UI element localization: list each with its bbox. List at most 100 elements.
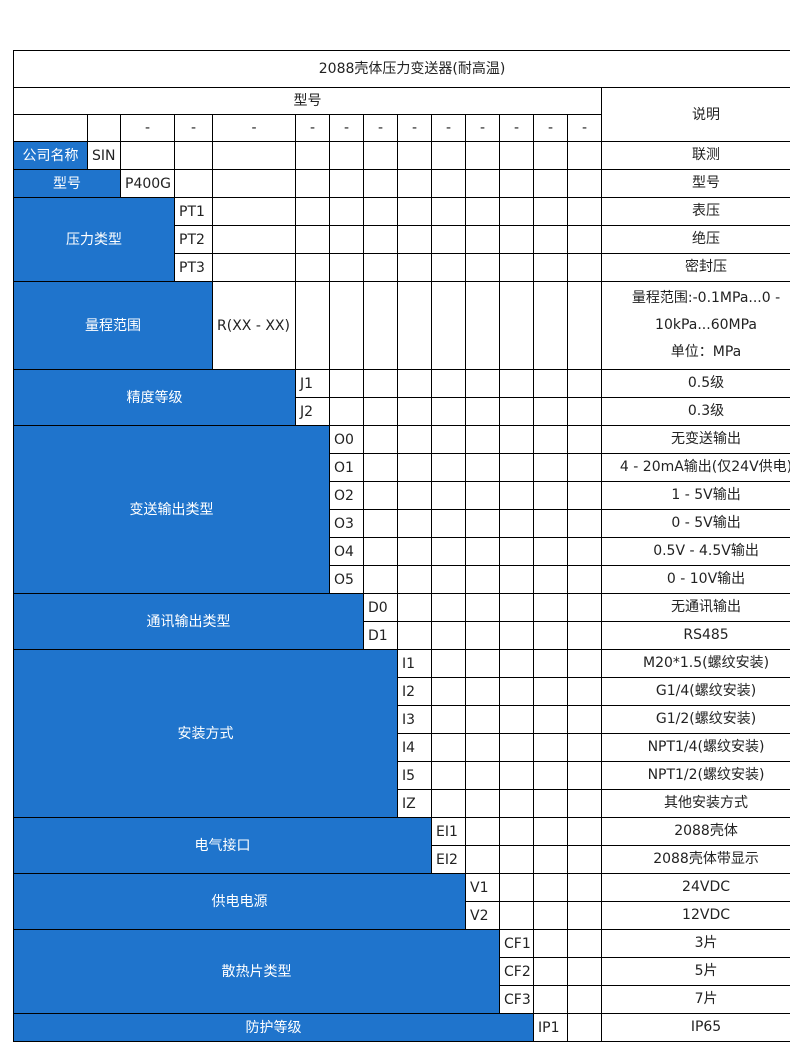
empty-cell [533,621,568,650]
empty-cell [533,425,568,454]
description-line: 0.5V - 4.5V输出 [653,543,759,559]
empty-cell [329,369,364,398]
code-cell: IZ [397,789,432,818]
empty-cell [567,565,602,594]
empty-cell [465,705,500,734]
empty-cell [363,141,398,170]
empty-cell [363,509,398,538]
empty-cell [363,481,398,510]
dash-cell: - [465,114,500,142]
empty-cell [567,761,602,790]
dash-cell [13,114,88,142]
code-cell: CF2 [499,957,534,986]
table-row: D1 RS485 [14,621,790,650]
empty-cell [465,253,500,282]
empty-cell [295,169,330,198]
empty-cell [499,621,534,650]
empty-cell [533,397,568,426]
empty-cell [397,593,432,622]
empty-cell [363,397,398,426]
empty-cell [567,705,602,734]
description-line: M20*1.5(螺纹安装) [642,655,770,671]
description-line: NPT1/4(螺纹安装) [647,739,765,755]
empty-cell [567,733,602,762]
empty-cell [431,509,466,538]
description-line: 型号 [692,175,721,191]
header-row: 型号 说明 [13,87,790,142]
table-row: 公司名称 SIN 联测 [13,141,790,170]
empty-cell [363,169,398,198]
empty-cell [567,649,602,678]
empty-cell [499,901,534,930]
empty-cell [567,957,602,986]
code-cell: D0 [363,593,398,622]
empty-cell [567,817,602,846]
empty-cell [533,901,568,930]
empty-cell [431,621,466,650]
empty-cell [397,509,432,538]
empty-cell [212,197,296,226]
section-label: 供电电源 [13,873,466,930]
empty-cell [567,901,602,930]
empty-cell [431,169,466,198]
empty-cell [397,169,432,198]
empty-cell [431,649,466,678]
empty-cell [533,369,568,398]
empty-cell [465,537,500,566]
empty-cell [363,253,398,282]
table-row: O5 0 - 10V输出 [14,565,790,594]
empty-cell [397,481,432,510]
empty-cell [397,369,432,398]
code-cell: R(XX - XX) [212,281,296,370]
empty-cell [499,789,534,818]
empty-cell [465,281,500,370]
empty-cell [295,253,330,282]
code-cell: PT2 [174,225,213,254]
empty-cell [533,761,568,790]
table-row: 防护等级 IP1 IP65 [13,1013,790,1042]
description-line: 其他安装方式 [664,795,749,811]
section-label: 量程范围 [13,281,213,370]
empty-cell [499,425,534,454]
description-line: G1/2(螺纹安装) [655,711,757,727]
table-row: O1 4 - 20mA输出(仅24V供电) [14,453,790,482]
description-cell: 0 - 5V输出 [600,509,790,538]
dash-row: ------------ [13,114,790,142]
code-cell: IP1 [533,1013,568,1042]
empty-cell [465,621,500,650]
empty-cell [533,197,568,226]
empty-cell [567,1013,602,1042]
empty-cell [431,761,466,790]
description-cell: 2088壳体带显示 [600,845,790,874]
description-cell: 型号 [600,169,790,198]
empty-cell [212,141,296,170]
dash-cell: - [363,114,398,142]
empty-cell [567,141,602,170]
description-line: 2088壳体 [674,823,738,839]
empty-cell [120,141,175,170]
empty-cell [499,141,534,170]
empty-cell [397,397,432,426]
table-row: J2 0.3级 [14,397,790,426]
empty-cell [431,537,466,566]
description-line: 3片 [694,935,718,951]
empty-cell [329,225,364,254]
empty-cell [533,253,568,282]
empty-cell [499,169,534,198]
code-cell: O5 [329,565,364,594]
code-cell: I4 [397,733,432,762]
empty-cell [465,649,500,678]
empty-cell [567,281,602,370]
empty-cell [174,169,213,198]
description-cell: G1/4(螺纹安装) [600,677,790,706]
empty-cell [212,225,296,254]
description-line: 联测 [692,147,721,163]
empty-cell [465,397,500,426]
description-line: 5片 [694,963,718,979]
empty-cell [533,957,568,986]
empty-cell [397,537,432,566]
code-cell: J2 [295,397,330,426]
empty-cell [465,817,500,846]
description-line: 1 - 5V输出 [671,487,741,503]
section-label: 安装方式 [13,649,398,818]
